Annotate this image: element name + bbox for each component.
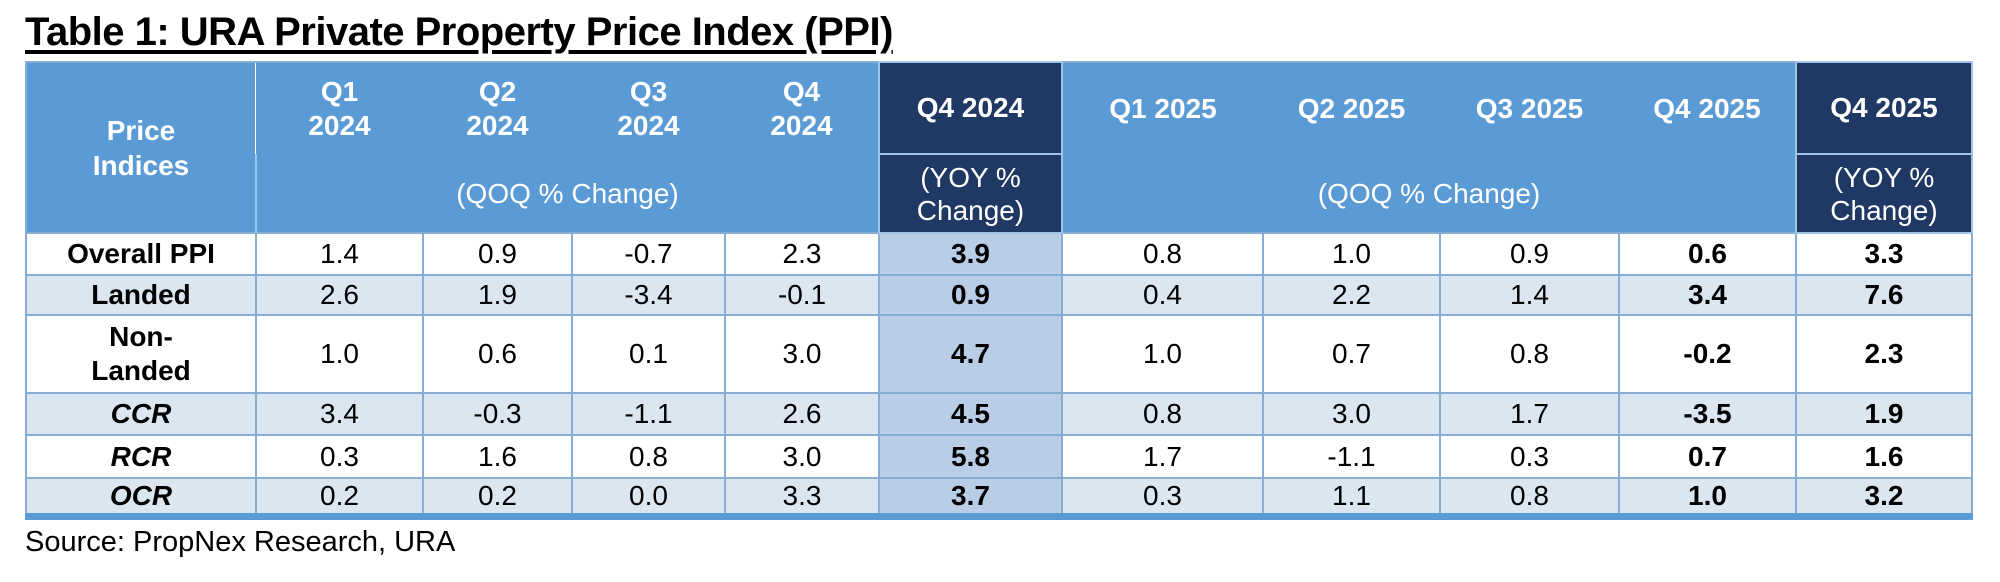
value-cell: 3.0 — [1262, 392, 1441, 436]
value-cell: 0.2 — [255, 477, 424, 518]
value-cell: 1.4 — [1439, 274, 1620, 316]
value-cell: 1.0 — [255, 314, 424, 394]
value-cell-yoy-2025: 2.3 — [1795, 314, 1973, 394]
row-label-non-landed: Non- Landed — [25, 314, 257, 394]
value-cell: 1.0 — [1061, 314, 1264, 394]
value-cell-yoy-2024: 4.5 — [878, 392, 1063, 436]
value-cell: 3.0 — [724, 434, 880, 479]
value-cell-yoy-2025: 3.2 — [1795, 477, 1973, 518]
row-ocr: OCR 0.2 0.2 0.0 3.3 3.7 0.3 1.1 0.8 1.0 … — [25, 477, 1973, 518]
header-q4-2025: Q4 2025 — [1619, 62, 1796, 154]
value-cell: 1.4 — [255, 232, 424, 276]
header-q1-2024: Q1 2024 — [256, 62, 423, 154]
header-q4-2024-yoy: Q4 2024 — [878, 61, 1063, 155]
row-label-landed: Landed — [25, 274, 257, 316]
value-cell: 0.8 — [1439, 477, 1620, 518]
value-cell-yoy-2024: 3.9 — [878, 232, 1063, 276]
value-cell: 0.8 — [1061, 392, 1264, 436]
subheader-yoy-2025: (YOY % Change) — [1795, 153, 1973, 234]
value-cell: 1.7 — [1061, 434, 1264, 479]
value-cell: 1.6 — [422, 434, 573, 479]
value-cell: 0.3 — [1439, 434, 1620, 479]
value-cell-yoy-2025: 7.6 — [1795, 274, 1973, 316]
value-cell: 0.3 — [255, 434, 424, 479]
row-non-landed: Non- Landed 1.0 0.6 0.1 3.0 4.7 1.0 0.7 0… — [25, 314, 1973, 394]
header-q4-2025-yoy: Q4 2025 — [1795, 61, 1973, 155]
ppi-table: Price Indices Q1 2024 Q2 2024 Q3 2024 Q4 202… — [25, 61, 1973, 520]
value-cell: 3.3 — [724, 477, 880, 518]
value-cell: 3.4 — [1618, 274, 1797, 316]
header-q3-2024: Q3 2024 — [572, 62, 725, 154]
value-cell: 0.7 — [1262, 314, 1441, 394]
subheader-qoq-2024: (QOQ % Change) — [255, 154, 879, 233]
value-cell: 0.2 — [422, 477, 573, 518]
value-cell: 0.8 — [1439, 314, 1620, 394]
value-cell: 2.6 — [255, 274, 424, 316]
value-cell: 0.8 — [571, 434, 726, 479]
page-title: Table 1: URA Private Property Price Inde… — [25, 10, 893, 54]
value-cell: 3.0 — [724, 314, 880, 394]
value-cell: -1.1 — [1262, 434, 1441, 479]
subheader-qoq-2025: (QOQ % Change) — [1061, 154, 1796, 233]
value-cell-yoy-2025: 1.6 — [1795, 434, 1973, 479]
header-q2-2025: Q2 2025 — [1263, 62, 1440, 154]
header-q2-2024: Q2 2024 — [423, 62, 572, 154]
value-cell: 1.7 — [1439, 392, 1620, 436]
value-cell-yoy-2024: 5.8 — [878, 434, 1063, 479]
header-price-indices: Price Indices — [26, 62, 256, 233]
value-cell-yoy-2024: 3.7 — [878, 477, 1063, 518]
value-cell: -0.2 — [1618, 314, 1797, 394]
value-cell: -1.1 — [571, 392, 726, 436]
row-label-ccr: CCR — [25, 392, 257, 436]
value-cell: 0.4 — [1061, 274, 1264, 316]
row-rcr: RCR 0.3 1.6 0.8 3.0 5.8 1.7 -1.1 0.3 0.7… — [25, 434, 1973, 479]
value-cell: 2.6 — [724, 392, 880, 436]
value-cell: 2.3 — [724, 232, 880, 276]
value-cell: 1.0 — [1262, 232, 1441, 276]
value-cell: 0.9 — [1439, 232, 1620, 276]
value-cell: 0.8 — [1061, 232, 1264, 276]
value-cell-yoy-2025: 3.3 — [1795, 232, 1973, 276]
subheader-yoy-2024: (YOY % Change) — [878, 153, 1063, 234]
header-q4-2024: Q4 2024 — [725, 62, 879, 154]
header-q1-2025: Q1 2025 — [1062, 62, 1263, 154]
value-cell: 0.9 — [422, 232, 573, 276]
row-label-ocr: OCR — [25, 477, 257, 518]
value-cell: 0.6 — [1618, 232, 1797, 276]
value-cell-yoy-2024: 4.7 — [878, 314, 1063, 394]
row-label-rcr: RCR — [25, 434, 257, 479]
value-cell-yoy-2024: 0.9 — [878, 274, 1063, 316]
value-cell: 0.3 — [1061, 477, 1264, 518]
value-cell: 1.9 — [422, 274, 573, 316]
value-cell: -3.4 — [571, 274, 726, 316]
row-ccr: CCR 3.4 -0.3 -1.1 2.6 4.5 0.8 3.0 1.7 -3… — [25, 392, 1973, 436]
header-q3-2025: Q3 2025 — [1440, 62, 1619, 154]
value-cell: -0.1 — [724, 274, 880, 316]
source-note: Source: PropNex Research, URA — [25, 526, 456, 558]
value-cell: 0.6 — [422, 314, 573, 394]
value-cell: -0.7 — [571, 232, 726, 276]
value-cell: 0.1 — [571, 314, 726, 394]
header-price-indices-label: Price Indices — [92, 114, 190, 181]
row-landed: Landed 2.6 1.9 -3.4 -0.1 0.9 0.4 2.2 1.4… — [25, 274, 1973, 316]
value-cell: -3.5 — [1618, 392, 1797, 436]
value-cell: 1.1 — [1262, 477, 1441, 518]
value-cell-yoy-2025: 1.9 — [1795, 392, 1973, 436]
row-label-overall-ppi: Overall PPI — [25, 232, 257, 276]
row-overall-ppi: Overall PPI 1.4 0.9 -0.7 2.3 3.9 0.8 1.0… — [25, 232, 1973, 276]
value-cell: 2.2 — [1262, 274, 1441, 316]
value-cell: -0.3 — [422, 392, 573, 436]
value-cell: 0.7 — [1618, 434, 1797, 479]
value-cell: 0.0 — [571, 477, 726, 518]
value-cell: 3.4 — [255, 392, 424, 436]
value-cell: 1.0 — [1618, 477, 1797, 518]
